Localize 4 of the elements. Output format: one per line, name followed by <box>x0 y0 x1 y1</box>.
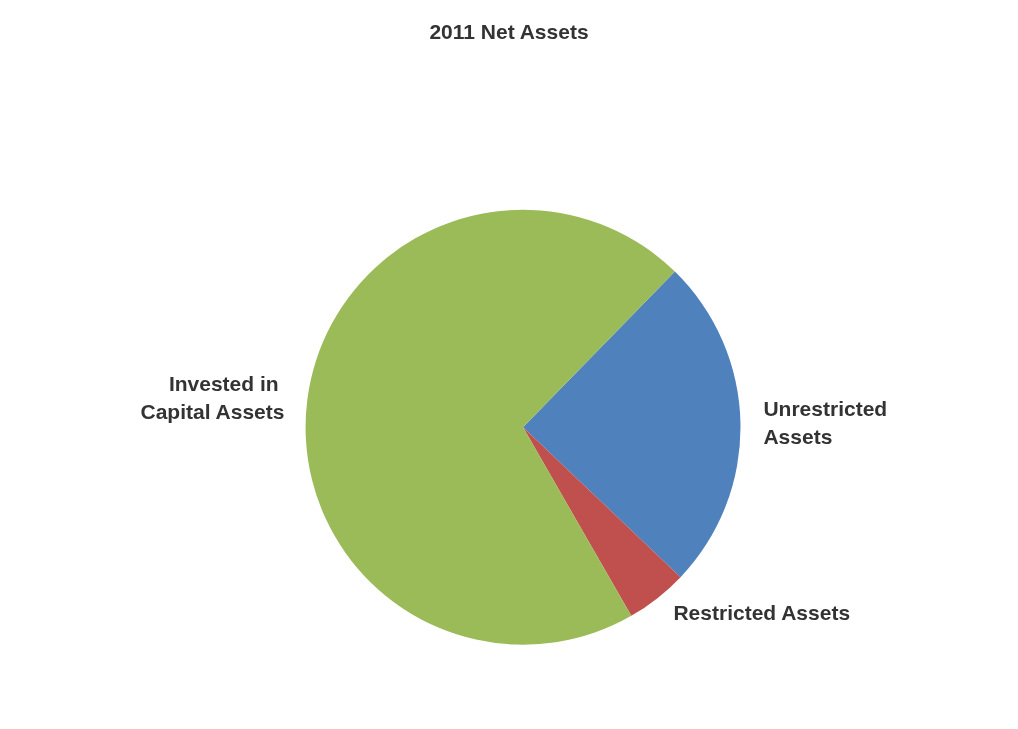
slice-label: Restricted Assets <box>673 600 851 624</box>
slice-label: Unrestricted Assets <box>763 397 893 449</box>
chart-title: 2011 Net Assets <box>429 20 589 43</box>
slice-label: Invested in Capital Assets <box>140 372 285 424</box>
